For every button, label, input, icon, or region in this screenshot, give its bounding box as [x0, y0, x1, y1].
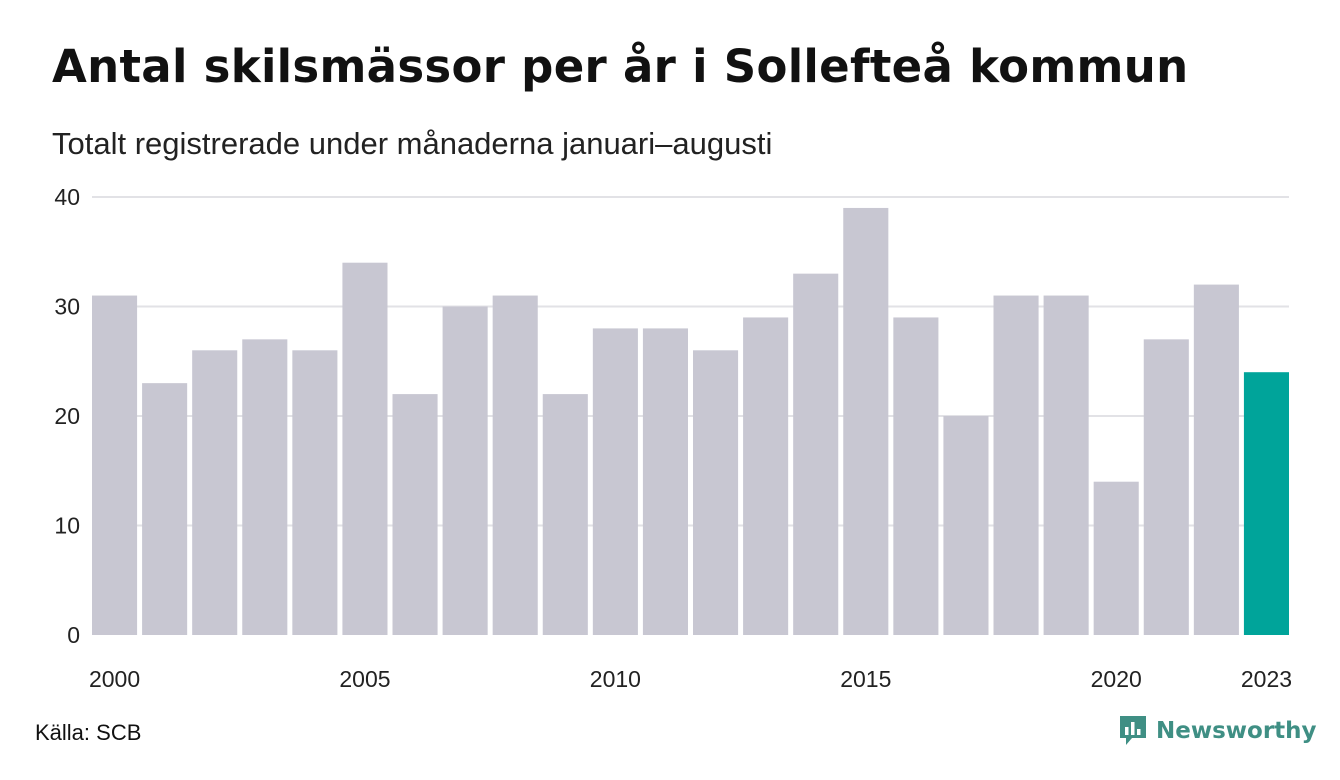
bar-2012	[693, 350, 739, 635]
bar-2001	[142, 383, 188, 635]
bar-2018	[993, 295, 1039, 635]
y-tick-label: 10	[54, 513, 80, 539]
bars	[92, 207, 1289, 635]
x-tick-label: 2020	[1091, 666, 1142, 692]
bar-2020	[1093, 481, 1139, 635]
chart-title: Antal skilsmässor per år i Sollefteå kom…	[52, 40, 1189, 93]
brand-name: Newsworthy	[1156, 718, 1317, 744]
bar-2006	[392, 394, 438, 635]
bar-2023	[1243, 372, 1289, 635]
y-tick-label: 30	[54, 294, 80, 320]
bar-2016	[893, 317, 939, 635]
bar-chart: 0 10 20 30 40 2000 2005 2010 2015 2020 2023	[54, 184, 1292, 692]
bar-2013	[743, 317, 789, 635]
bar-2011	[642, 328, 688, 635]
bar-2009	[542, 394, 588, 635]
bar-2003	[242, 339, 288, 635]
bar-2000	[92, 295, 138, 635]
y-tick-label: 40	[54, 184, 80, 210]
bar-2015	[843, 207, 889, 635]
x-tick-label: 2023	[1241, 666, 1292, 692]
x-tick-label: 2015	[840, 666, 891, 692]
y-axis-ticks: 0 10 20 30 40	[54, 184, 80, 648]
y-tick-label: 0	[67, 622, 80, 648]
x-tick-label: 2000	[89, 666, 140, 692]
source-note: Källa: SCB	[35, 720, 142, 745]
bar-2022	[1193, 284, 1239, 635]
bar-2019	[1043, 295, 1089, 635]
brand-logo: Newsworthy	[1118, 714, 1317, 748]
bar-2004	[292, 350, 338, 635]
bar-2002	[192, 350, 238, 635]
bar-2017	[943, 416, 989, 635]
bar-2007	[442, 306, 488, 635]
x-axis-ticks: 2000 2005 2010 2015 2020 2023	[89, 666, 1292, 692]
chart-subtitle: Totalt registrerade under månaderna janu…	[52, 126, 773, 161]
bar-2021	[1143, 339, 1189, 635]
newsworthy-logo-icon	[1120, 716, 1146, 745]
bar-2010	[592, 328, 638, 635]
x-tick-label: 2010	[590, 666, 641, 692]
grid-lines	[92, 196, 1289, 527]
bar-2014	[793, 273, 839, 635]
x-tick-label: 2005	[339, 666, 390, 692]
y-tick-label: 20	[54, 403, 80, 429]
bar-2008	[492, 295, 538, 635]
bar-2005	[342, 262, 388, 635]
